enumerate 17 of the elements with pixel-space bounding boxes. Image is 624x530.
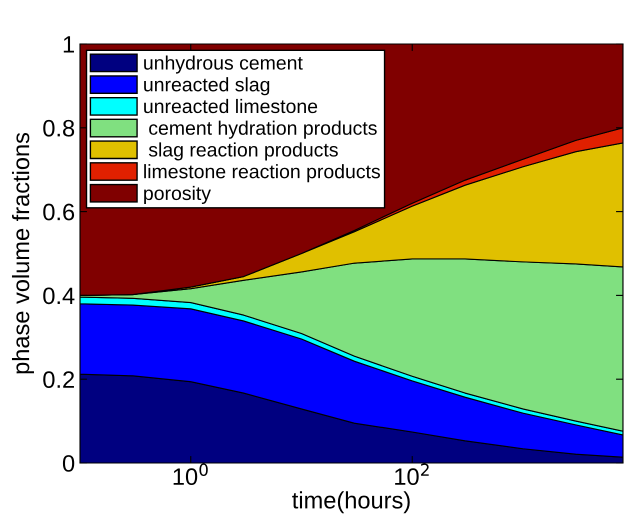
legend-label: limestone reaction products: [144, 164, 380, 182]
legend-label: slag reaction products: [148, 142, 338, 160]
y-tick-label: 0.8: [43, 120, 74, 137]
y-tick-label: 0.2: [43, 371, 74, 388]
legend-label: unreacted slag: [144, 77, 270, 96]
y-axis-title: phase volume fractions: [12, 132, 34, 374]
y-tick-label: 1: [64, 36, 74, 53]
x-tick-label: 10$^{2}$: [395, 463, 429, 486]
y-tick-label: 0: [62, 455, 74, 472]
legend-label: unhydrous cement: [144, 55, 303, 74]
y-tick-label: 0.4: [43, 287, 74, 304]
x-axis-title: time(hours): [292, 491, 410, 514]
legend-label: porosity: [144, 186, 211, 204]
x-tick-label: 10$^{0}$: [174, 463, 208, 486]
y-tick-label: 0.6: [43, 204, 74, 220]
legend-label: unreacted limestone: [144, 98, 318, 114]
legend-label: cement hydration products: [149, 120, 377, 139]
